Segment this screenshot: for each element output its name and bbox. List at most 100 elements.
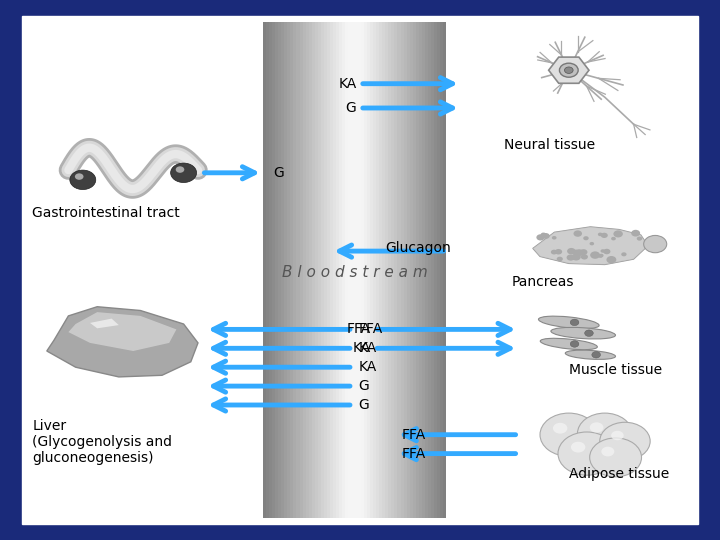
Circle shape bbox=[570, 319, 579, 326]
Circle shape bbox=[592, 352, 600, 358]
Circle shape bbox=[567, 248, 575, 254]
Circle shape bbox=[590, 422, 603, 433]
Circle shape bbox=[644, 235, 667, 253]
Circle shape bbox=[570, 341, 579, 347]
Bar bbox=[437, 22, 440, 518]
Text: Glucagon: Glucagon bbox=[385, 241, 451, 255]
Polygon shape bbox=[68, 312, 176, 351]
Bar bbox=[302, 22, 305, 518]
Bar bbox=[373, 22, 376, 518]
Circle shape bbox=[613, 231, 623, 238]
Bar bbox=[309, 22, 312, 518]
Text: Muscle tissue: Muscle tissue bbox=[569, 363, 662, 377]
Bar bbox=[348, 22, 351, 518]
Circle shape bbox=[581, 254, 588, 260]
Text: Gastrointestinal tract: Gastrointestinal tract bbox=[32, 206, 180, 220]
Circle shape bbox=[580, 249, 588, 255]
Bar bbox=[355, 22, 358, 518]
Circle shape bbox=[171, 163, 197, 183]
Text: KA: KA bbox=[359, 341, 377, 355]
Bar bbox=[275, 22, 278, 518]
Circle shape bbox=[564, 67, 573, 73]
Circle shape bbox=[574, 231, 582, 237]
Circle shape bbox=[590, 252, 600, 259]
Polygon shape bbox=[47, 307, 198, 377]
Bar bbox=[263, 22, 266, 518]
Bar bbox=[294, 22, 297, 518]
Bar bbox=[413, 22, 416, 518]
Bar bbox=[284, 22, 287, 518]
Bar bbox=[324, 22, 327, 518]
Bar bbox=[300, 22, 302, 518]
Bar bbox=[434, 22, 437, 518]
Text: Pancreas: Pancreas bbox=[511, 275, 574, 289]
Bar bbox=[312, 22, 315, 518]
Bar bbox=[290, 22, 294, 518]
Circle shape bbox=[558, 432, 616, 475]
Bar bbox=[425, 22, 428, 518]
Circle shape bbox=[598, 254, 603, 258]
Circle shape bbox=[585, 330, 593, 336]
Polygon shape bbox=[549, 57, 589, 83]
Circle shape bbox=[575, 249, 584, 256]
Text: G: G bbox=[274, 166, 284, 180]
Polygon shape bbox=[533, 227, 648, 265]
Bar bbox=[336, 22, 339, 518]
Bar bbox=[269, 22, 272, 518]
Bar bbox=[410, 22, 413, 518]
Circle shape bbox=[606, 256, 616, 264]
Bar bbox=[333, 22, 336, 518]
Circle shape bbox=[603, 249, 611, 254]
Bar bbox=[297, 22, 300, 518]
Text: FFA: FFA bbox=[402, 428, 426, 442]
Circle shape bbox=[70, 170, 96, 190]
Bar bbox=[441, 22, 444, 518]
Bar bbox=[287, 22, 290, 518]
Circle shape bbox=[552, 236, 557, 240]
Circle shape bbox=[590, 242, 594, 245]
Text: KA: KA bbox=[353, 341, 371, 355]
Circle shape bbox=[631, 230, 640, 237]
Text: G: G bbox=[346, 101, 356, 115]
Bar bbox=[266, 22, 269, 518]
Bar bbox=[428, 22, 431, 518]
Bar bbox=[392, 22, 395, 518]
Bar bbox=[397, 22, 400, 518]
Text: G: G bbox=[359, 379, 369, 393]
Ellipse shape bbox=[540, 338, 598, 350]
Bar bbox=[272, 22, 275, 518]
Text: Neural tissue: Neural tissue bbox=[504, 138, 595, 152]
Bar bbox=[444, 22, 446, 518]
Text: FFA: FFA bbox=[359, 322, 383, 336]
Bar bbox=[376, 22, 379, 518]
Circle shape bbox=[611, 431, 624, 440]
Circle shape bbox=[590, 438, 642, 477]
Circle shape bbox=[176, 166, 184, 173]
Ellipse shape bbox=[565, 350, 616, 360]
Circle shape bbox=[553, 423, 567, 434]
Circle shape bbox=[611, 237, 616, 240]
Bar bbox=[388, 22, 392, 518]
Bar bbox=[278, 22, 281, 518]
Bar bbox=[379, 22, 382, 518]
Bar bbox=[400, 22, 403, 518]
Text: KA: KA bbox=[359, 360, 377, 374]
Bar bbox=[351, 22, 355, 518]
Circle shape bbox=[551, 249, 557, 254]
Polygon shape bbox=[90, 319, 119, 328]
Text: Liver
(Glycogenolysis and
gluconeogenesis): Liver (Glycogenolysis and gluconeogenesi… bbox=[32, 418, 172, 465]
Bar bbox=[346, 22, 348, 518]
Text: FFA: FFA bbox=[346, 322, 371, 336]
Bar bbox=[370, 22, 373, 518]
Text: Adipose tissue: Adipose tissue bbox=[569, 467, 669, 481]
Bar bbox=[315, 22, 318, 518]
Bar bbox=[339, 22, 343, 518]
Text: B l o o d s t r e a m: B l o o d s t r e a m bbox=[282, 265, 428, 280]
Circle shape bbox=[600, 233, 608, 238]
Bar bbox=[305, 22, 309, 518]
Circle shape bbox=[583, 236, 589, 240]
Bar bbox=[364, 22, 366, 518]
Bar bbox=[385, 22, 388, 518]
Circle shape bbox=[600, 249, 606, 253]
Circle shape bbox=[541, 233, 546, 237]
